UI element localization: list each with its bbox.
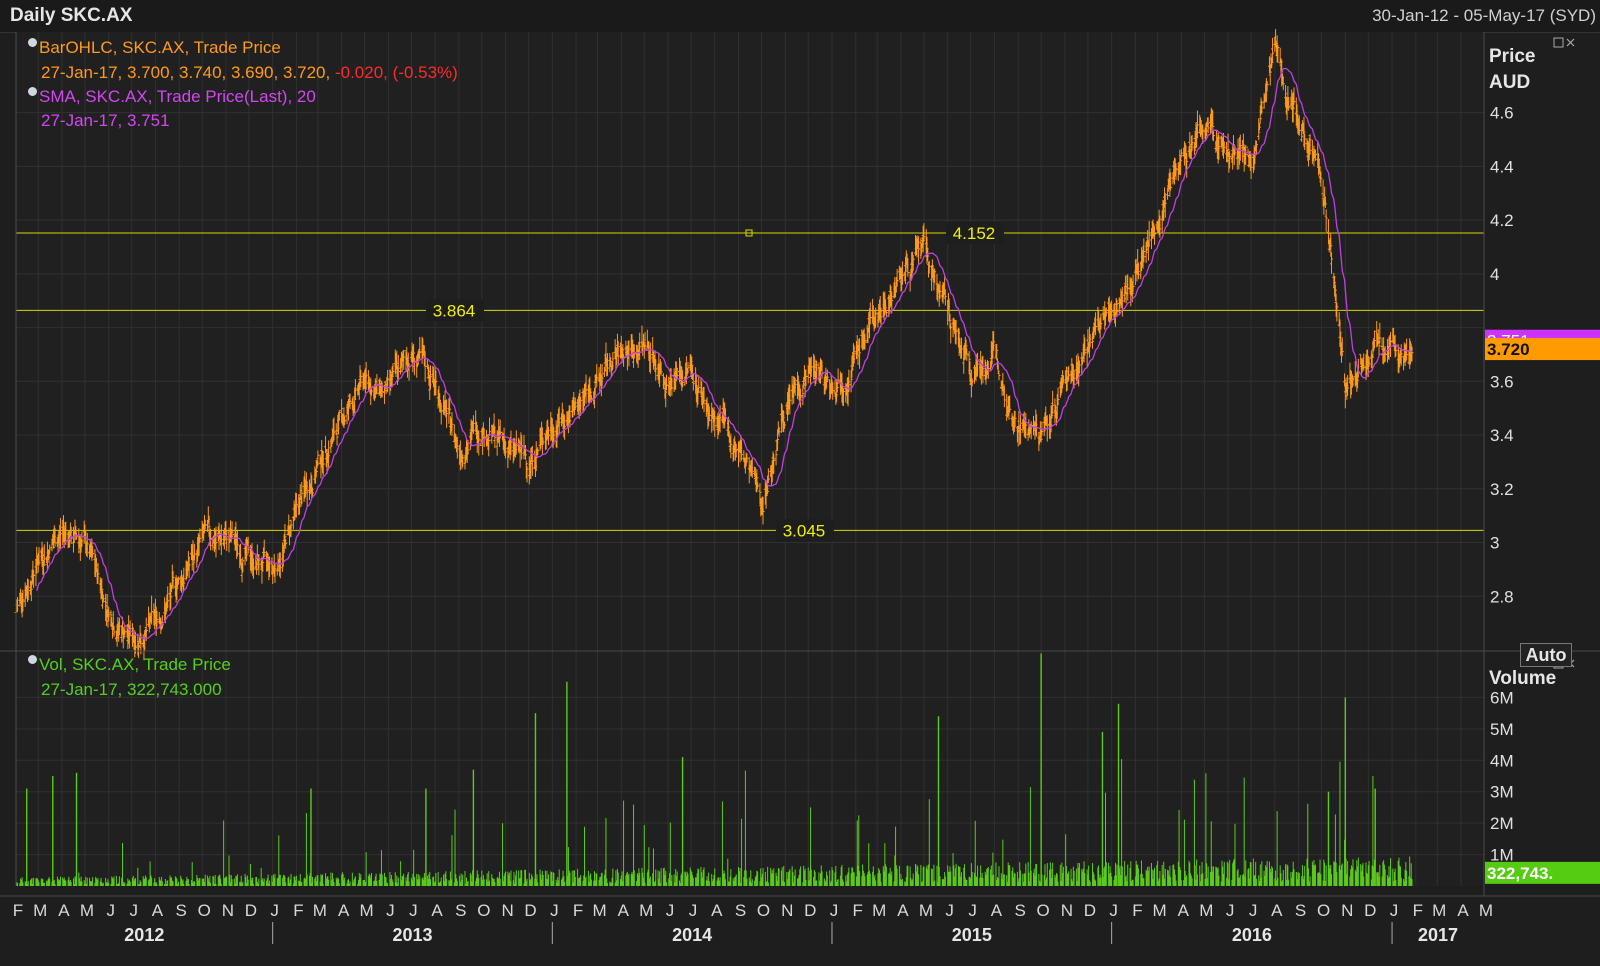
date-range: 30-Jan-12 - 05-May-17 (SYD) — [1372, 6, 1596, 25]
hline-label-bg — [426, 299, 484, 322]
chart-title: Daily SKC.AX — [10, 5, 133, 26]
hline-handle — [745, 229, 753, 237]
hline-value-label: 3.864 — [433, 301, 476, 320]
hline-label-bg — [946, 221, 1004, 244]
title-bar: Daily SKC.AX 30-Jan-12 - 05-May-17 (SYD) — [0, 0, 1600, 33]
grid-lines — [15, 32, 1485, 886]
volume-panel-bg — [16, 652, 1484, 886]
price-panel-bg — [16, 32, 1484, 650]
hline-value-label: 4.152 — [953, 224, 996, 243]
price-bars — [14, 28, 1414, 661]
volume-bars — [15, 653, 1413, 886]
hline-label-bg — [776, 519, 834, 542]
hline-value-label: 3.045 — [783, 521, 826, 540]
horizontal-lines: 4.152 3.864 3.045 — [16, 221, 1484, 542]
